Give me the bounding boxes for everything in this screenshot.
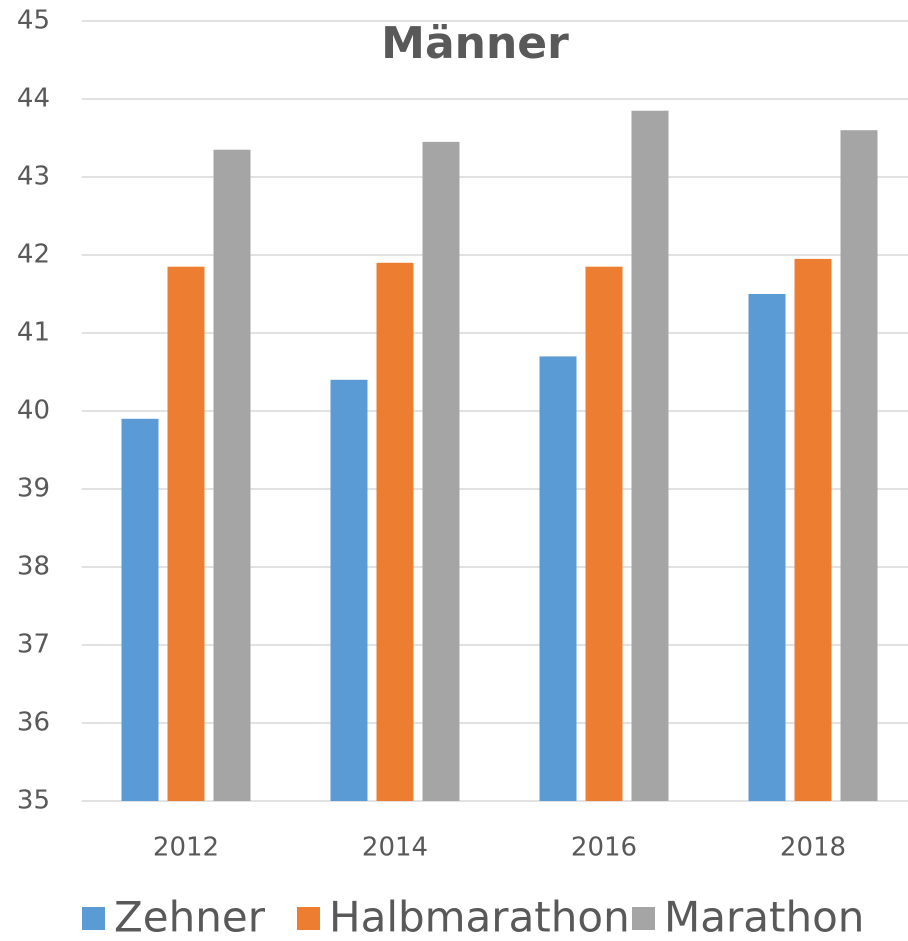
y-tick-label: 38 [17,552,50,582]
y-tick-label: 41 [17,318,50,348]
legend-swatch [297,907,320,930]
bar [539,356,577,801]
x-tick-label: 2016 [571,833,637,863]
y-tick-label: 37 [17,630,50,660]
y-tick-label: 42 [17,240,50,270]
bar [167,266,205,801]
x-tick-label: 2012 [153,833,219,863]
y-tick-label: 43 [17,162,50,192]
x-tick-label: 2014 [362,833,428,863]
bar [840,130,878,801]
y-tick-label: 40 [17,396,50,426]
bar [330,379,368,801]
legend-label: Zehner [114,893,266,941]
legend-swatch [82,907,105,930]
y-tick-label: 45 [17,6,50,36]
bar [121,418,159,801]
y-tick-label: 39 [17,474,50,504]
bar [794,258,832,801]
bar [422,141,460,801]
legend-label: Halbmarathon [329,893,630,941]
bar [631,110,669,801]
bar [213,149,251,801]
chart-title: Männer [381,18,569,69]
y-tick-label: 44 [17,84,50,114]
y-tick-label: 35 [17,786,50,816]
bar [748,294,786,801]
legend-label: Marathon [664,893,864,941]
legend-swatch [632,907,655,930]
bar [585,266,623,801]
x-tick-label: 2018 [780,833,846,863]
bar [376,262,414,801]
y-tick-label: 36 [17,708,50,738]
